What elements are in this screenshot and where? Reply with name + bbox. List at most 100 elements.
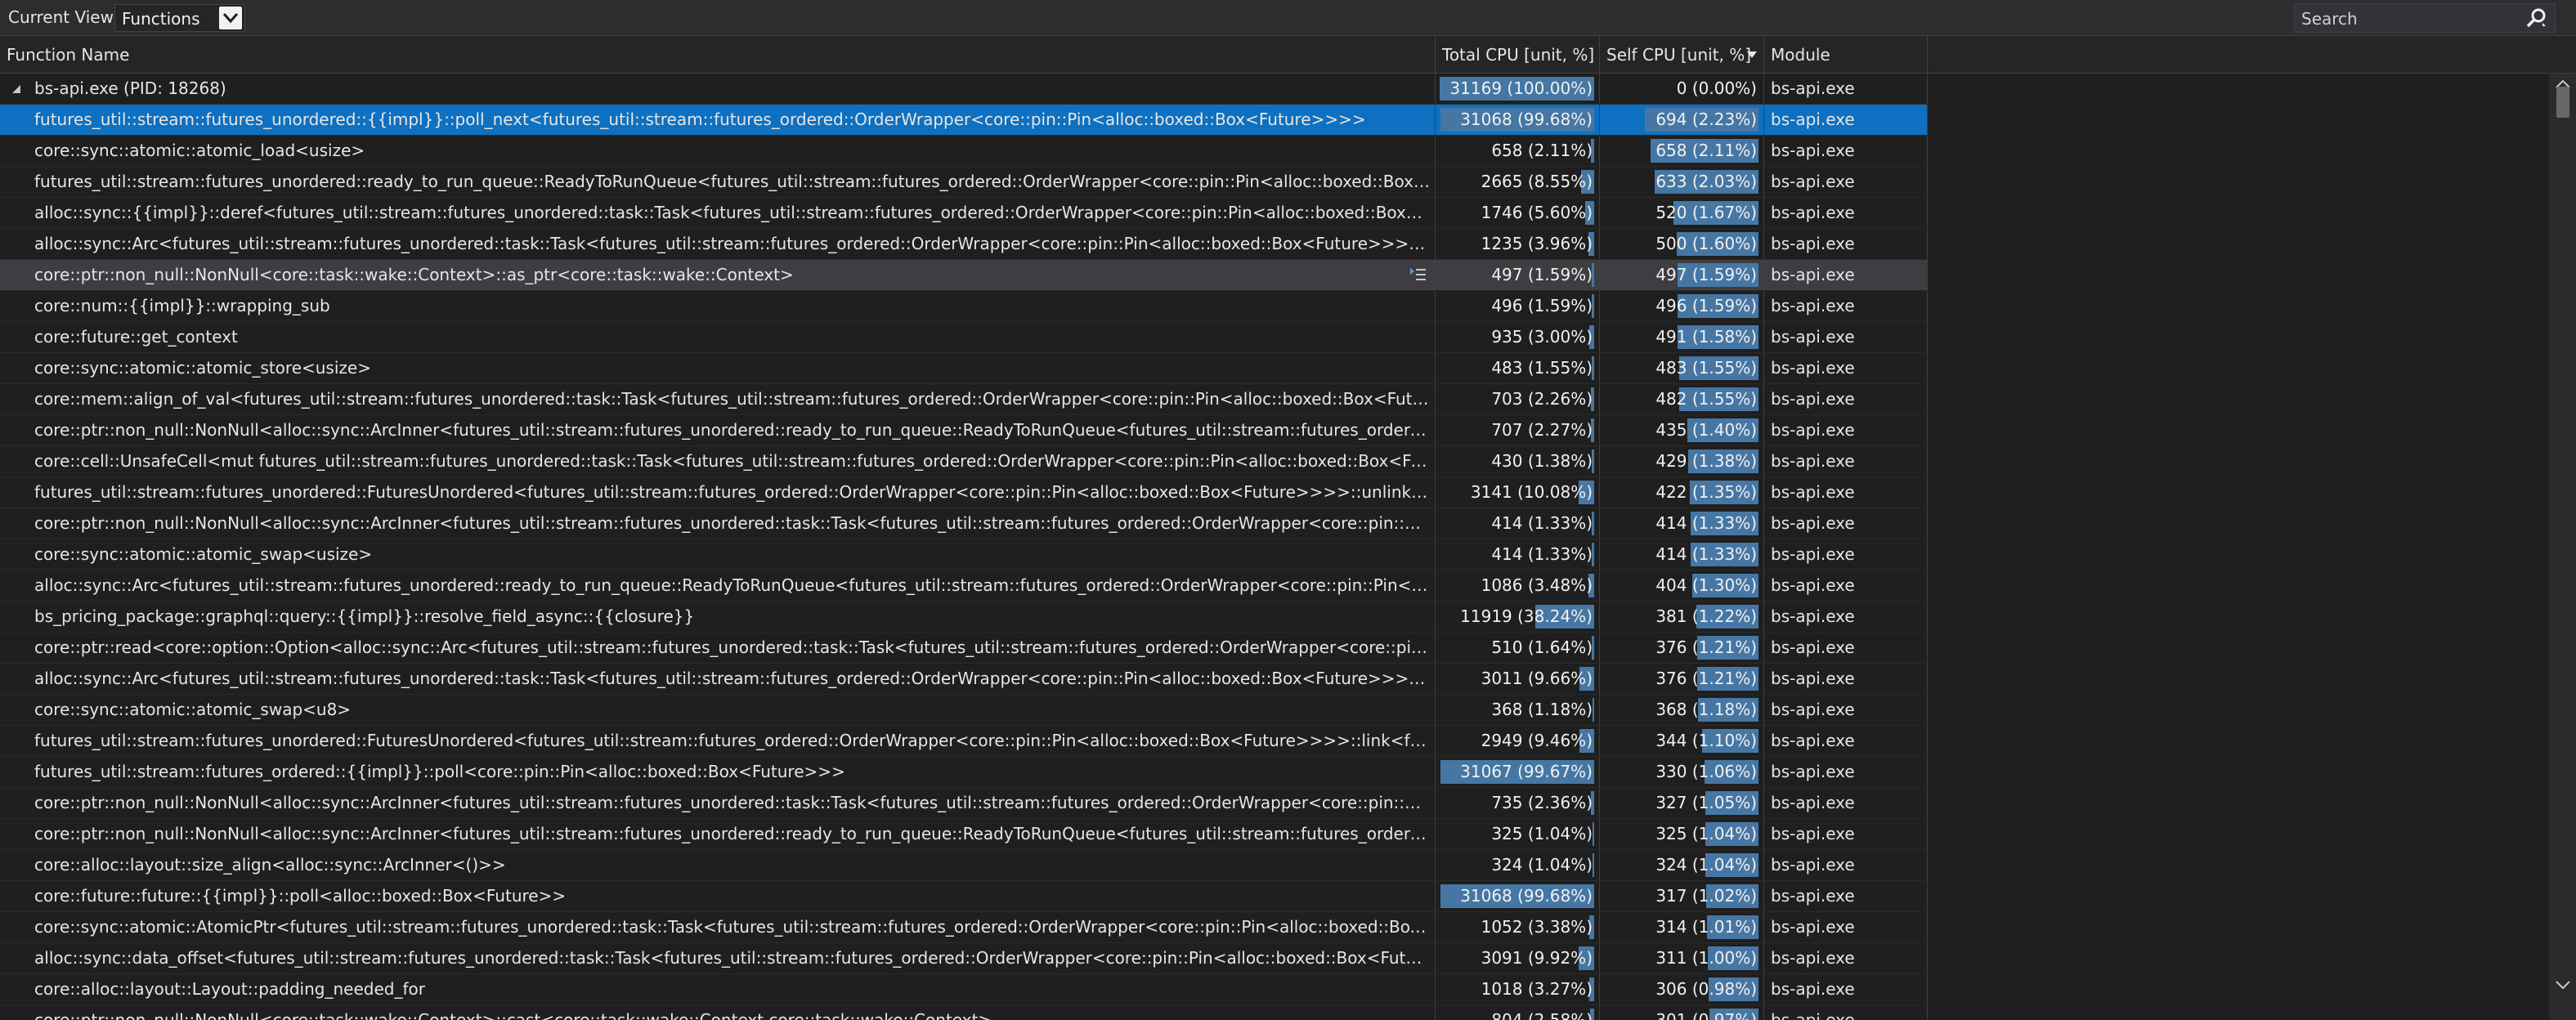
table-row[interactable]: futures_util::stream::futures_unordered:… xyxy=(0,477,1928,508)
table-row[interactable]: futures_util::stream::futures_unordered:… xyxy=(0,726,1928,757)
function-name-cell: core::ptr::non_null::NonNull<alloc::sync… xyxy=(0,788,1436,818)
self-cpu-bar xyxy=(1691,512,1758,535)
table-row[interactable]: core::future::future::{{impl}}::poll<all… xyxy=(0,881,1928,912)
total-cpu-cell: 707 (2.27%) xyxy=(1436,415,1600,445)
table-row[interactable]: core::ptr::non_null::NonNull<alloc::sync… xyxy=(0,819,1928,850)
table-row[interactable]: core::mem::align_of_val<futures_util::st… xyxy=(0,384,1928,415)
module-cell: bs-api.exe xyxy=(1764,322,1928,352)
self-cpu-cell: 324 (1.04%) xyxy=(1600,850,1764,880)
table-row[interactable]: core::ptr::non_null::NonNull<alloc::sync… xyxy=(0,508,1928,539)
function-name-cell: bs-api.exe (PID: 18268) xyxy=(0,74,1436,104)
scroll-up-icon[interactable] xyxy=(2556,80,2570,88)
total-cpu-bar xyxy=(1590,1009,1594,1020)
table-row[interactable]: core::sync::atomic::atomic_store<usize> 4… xyxy=(0,353,1928,384)
table-row[interactable]: futures_util::stream::futures_ordered::{… xyxy=(0,757,1928,788)
function-name-cell: core::sync::atomic::atomic_swap<u8> xyxy=(0,695,1436,725)
view-source-icon[interactable] xyxy=(1409,266,1427,283)
total-cpu-bar xyxy=(1592,543,1594,566)
table-row[interactable]: core::ptr::non_null::NonNull<alloc::sync… xyxy=(0,415,1928,446)
total-cpu-cell: 496 (1.59%) xyxy=(1436,291,1600,321)
module-cell: bs-api.exe xyxy=(1764,788,1928,818)
table-row[interactable]: core::alloc::layout::Layout::padding_nee… xyxy=(0,974,1928,1005)
total-cpu-value: 368 (1.18%) xyxy=(1491,700,1593,719)
table-row[interactable]: futures_util::stream::futures_unordered:… xyxy=(0,167,1928,198)
column-header-self-cpu[interactable]: Self CPU [unit, %] xyxy=(1600,36,1764,74)
search-box[interactable] xyxy=(2294,3,2556,33)
scroll-down-icon[interactable] xyxy=(2556,981,2570,989)
column-header-function-name[interactable]: Function Name xyxy=(0,36,1436,74)
total-cpu-cell: 31068 (99.68%) xyxy=(1436,105,1600,135)
table-row[interactable]: core::sync::atomic::atomic_load<usize> 65… xyxy=(0,136,1928,167)
table-row-root[interactable]: bs-api.exe (PID: 18268) 31169 (100.00%) 0 … xyxy=(0,74,1928,105)
self-cpu-bar xyxy=(1706,884,1758,908)
total-cpu-bar xyxy=(1581,170,1594,194)
module-cell: bs-api.exe xyxy=(1764,198,1928,228)
module-cell: bs-api.exe xyxy=(1764,384,1928,414)
table-row[interactable]: alloc::sync::Arc<futures_util::stream::f… xyxy=(0,570,1928,602)
total-cpu-bar xyxy=(1593,822,1594,846)
search-input[interactable] xyxy=(2300,7,2507,31)
self-cpu-value: 633 (2.03%) xyxy=(1655,172,1757,191)
self-cpu-value: 325 (1.04%) xyxy=(1655,824,1757,843)
table-row[interactable]: core::sync::atomic::AtomicPtr<futures_ut… xyxy=(0,912,1928,943)
function-name-text: alloc::sync::Arc<futures_util::stream::f… xyxy=(34,669,1436,688)
self-cpu-bar xyxy=(1692,574,1758,597)
search-icon[interactable] xyxy=(2520,7,2553,29)
scrollbar-thumb[interactable] xyxy=(2556,87,2569,118)
function-name-text: core::ptr::non_null::NonNull<alloc::sync… xyxy=(34,824,1436,843)
function-name-text: futures_util::stream::futures_ordered::{… xyxy=(34,762,845,781)
self-cpu-cell: 491 (1.58%) xyxy=(1600,322,1764,352)
total-cpu-value: 3141 (10.08%) xyxy=(1470,482,1593,502)
column-header-module[interactable]: Module xyxy=(1764,36,1928,74)
total-cpu-value: 430 (1.38%) xyxy=(1491,451,1593,471)
table-row[interactable]: core::ptr::non_null::NonNull<core::task:… xyxy=(0,260,1928,291)
total-cpu-bar xyxy=(1591,791,1594,815)
table-row[interactable]: core::num::{{impl}}::wrapping_sub 496 (1.… xyxy=(0,291,1928,322)
table-row[interactable]: core::ptr::non_null::NonNull<core::task:… xyxy=(0,1005,1928,1020)
total-cpu-bar xyxy=(1579,729,1594,753)
function-name-cell: core::sync::atomic::atomic_load<usize> xyxy=(0,136,1436,166)
total-cpu-value: 2949 (9.46%) xyxy=(1481,731,1593,750)
table-row[interactable]: core::ptr::non_null::NonNull<alloc::sync… xyxy=(0,788,1928,819)
table-row[interactable]: core::sync::atomic::atomic_swap<usize> 41… xyxy=(0,539,1928,570)
self-cpu-cell: 368 (1.18%) xyxy=(1600,695,1764,725)
total-cpu-value: 703 (2.26%) xyxy=(1491,389,1593,409)
total-cpu-bar xyxy=(1589,915,1594,939)
self-cpu-cell: 314 (1.01%) xyxy=(1600,912,1764,942)
total-cpu-bar xyxy=(1440,77,1594,101)
total-cpu-bar xyxy=(1592,450,1594,473)
total-cpu-cell: 935 (3.00%) xyxy=(1436,322,1600,352)
table-row[interactable]: core::sync::atomic::atomic_swap<u8> 368 (… xyxy=(0,695,1928,726)
function-name-cell: core::ptr::non_null::NonNull<core::task:… xyxy=(0,260,1436,290)
self-cpu-value: 381 (1.22%) xyxy=(1655,606,1757,626)
vertical-scrollbar[interactable] xyxy=(2549,74,2576,1020)
self-cpu-cell: 376 (1.21%) xyxy=(1600,664,1764,694)
chevron-down-icon[interactable] xyxy=(219,7,242,29)
function-name-text: alloc::sync::Arc<futures_util::stream::f… xyxy=(34,575,1436,595)
total-cpu-cell: 325 (1.04%) xyxy=(1436,819,1600,849)
table-row[interactable]: alloc::sync::{{impl}}::deref<futures_uti… xyxy=(0,198,1928,229)
self-cpu-bar xyxy=(1645,108,1758,132)
function-name-text: core::sync::atomic::atomic_store<usize> xyxy=(34,358,371,378)
function-name-text: core::ptr::non_null::NonNull<alloc::sync… xyxy=(34,793,1436,812)
table-row[interactable]: core::ptr::read<core::option::Option<all… xyxy=(0,633,1928,664)
self-cpu-value: 496 (1.59%) xyxy=(1655,296,1757,315)
table-row[interactable]: core::cell::UnsafeCell<mut futures_util:… xyxy=(0,446,1928,477)
function-name-cell: core::sync::atomic::atomic_store<usize> xyxy=(0,353,1436,383)
current-view-dropdown[interactable]: Functions xyxy=(114,4,245,32)
function-table: bs-api.exe (PID: 18268) 31169 (100.00%) 0 … xyxy=(0,74,1928,1020)
table-row[interactable]: alloc::sync::Arc<futures_util::stream::f… xyxy=(0,229,1928,260)
table-row[interactable]: core::future::get_context 935 (3.00%) 491 … xyxy=(0,322,1928,353)
table-row[interactable]: alloc::sync::data_offset<futures_util::s… xyxy=(0,943,1928,974)
table-row[interactable]: futures_util::stream::futures_unordered:… xyxy=(0,105,1928,136)
table-row[interactable]: alloc::sync::Arc<futures_util::stream::f… xyxy=(0,664,1928,695)
table-row[interactable]: bs_pricing_package::graphql::query::{{im… xyxy=(0,602,1928,633)
table-row[interactable]: core::alloc::layout::size_align<alloc::s… xyxy=(0,850,1928,881)
total-cpu-cell: 430 (1.38%) xyxy=(1436,446,1600,476)
total-cpu-value: 325 (1.04%) xyxy=(1491,824,1593,843)
collapse-triangle-icon[interactable] xyxy=(11,84,21,94)
function-name-text: core::mem::align_of_val<futures_util::st… xyxy=(34,389,1436,409)
self-cpu-value: 301 (0.97%) xyxy=(1655,1010,1757,1020)
self-cpu-value: 435 (1.40%) xyxy=(1655,420,1757,440)
column-header-total-cpu[interactable]: Total CPU [unit, %] xyxy=(1436,36,1600,74)
